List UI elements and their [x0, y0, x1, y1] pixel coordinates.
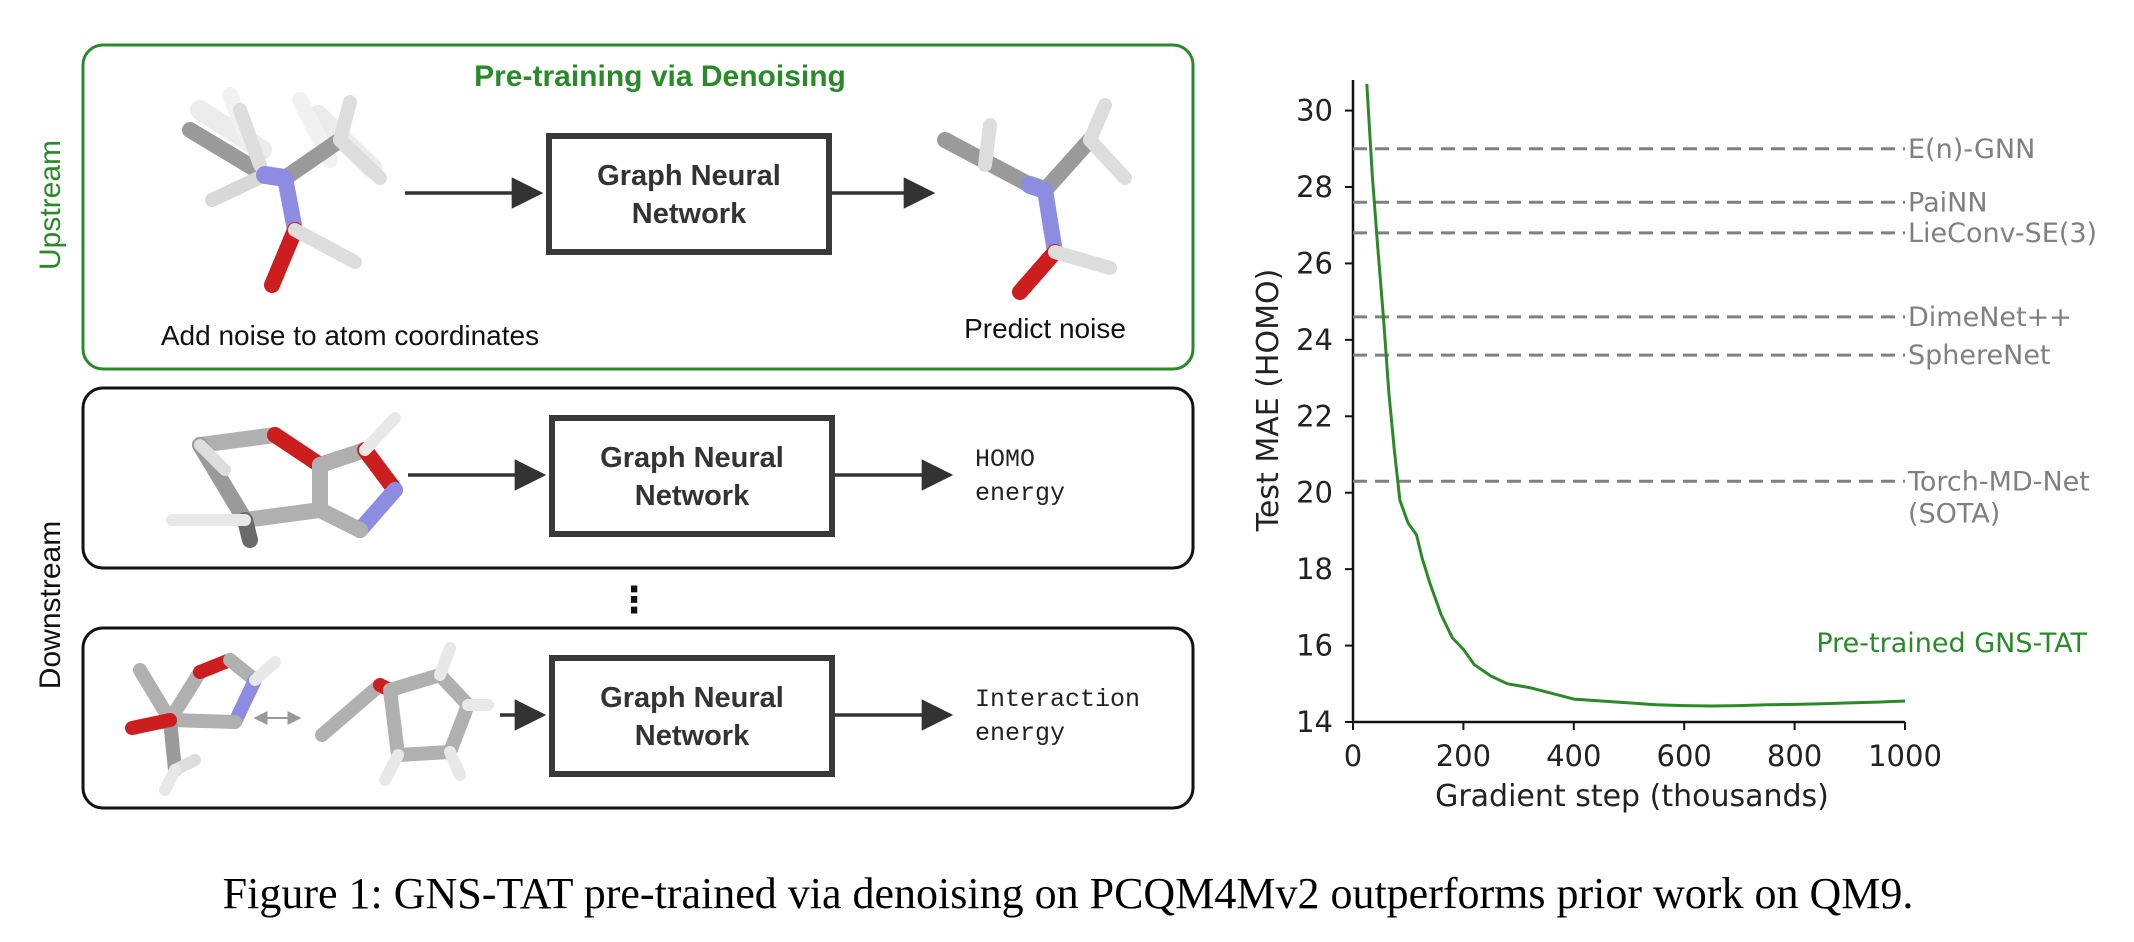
y-tick-label: 28 — [1296, 170, 1333, 204]
y-tick-label: 24 — [1296, 323, 1333, 357]
y-tick-label: 30 — [1296, 94, 1333, 128]
y-tick-label: 16 — [1296, 629, 1333, 663]
molecule-pair-icon — [125, 642, 494, 796]
clean-molecule-icon — [937, 98, 1132, 300]
x-tick-label: 200 — [1436, 739, 1491, 773]
downstream-gnn-label-line1: Graph Neural — [600, 442, 784, 474]
bicyclic-molecule-icon — [166, 412, 403, 548]
downstream-section-label: Downstream — [34, 521, 67, 689]
downstream-gnn-box — [549, 655, 835, 777]
upstream-frame — [81, 43, 1195, 371]
y-tick-label: 22 — [1296, 399, 1333, 433]
downstream-gnn-box — [549, 415, 835, 537]
downstream-gnn-label-line2: Network — [635, 480, 750, 512]
upstream-title: Pre-training via Denoising — [474, 60, 846, 93]
interaction-output-line1: Interaction — [975, 685, 1140, 714]
y-ticks: 14 16 18 20 22 24 26 28 30 — [1296, 94, 1353, 739]
upstream-panel: Pre-training via Denoising Upstream Add … — [34, 43, 1195, 371]
baseline-label: PaiNN — [1908, 187, 1988, 218]
x-axis-label: Gradient step (thousands) — [1435, 779, 1829, 814]
figure-caption: Figure 1: GNS-TAT pre-trained via denois… — [223, 869, 1914, 918]
baseline-label-line2: (SOTA) — [1908, 498, 2000, 529]
downstream-gnn-label-line1: Graph Neural — [600, 682, 784, 714]
series-label: Pre-trained GNS-TAT — [1816, 628, 2087, 659]
upstream-gnn-label-line1: Graph Neural — [597, 160, 781, 192]
series — [1365, 83, 1906, 708]
downstream-row-frame — [81, 626, 1195, 810]
upstream-section-label: Upstream — [34, 140, 67, 270]
y-tick-label: 20 — [1296, 476, 1333, 510]
x-tick-label: 800 — [1767, 739, 1822, 773]
homo-output-line1: HOMO — [975, 445, 1035, 474]
mae-chart: 14 16 18 20 22 24 26 28 30 0 200 400 600 800 1000 E(n… — [1251, 80, 2097, 814]
noise-input-caption: Add noise to atom coordinates — [161, 320, 539, 351]
y-tick-label: 18 — [1296, 552, 1333, 586]
upstream-gnn-label-line2: Network — [632, 198, 747, 230]
downstream-row-frame — [81, 386, 1195, 570]
baseline-label: SphereNet — [1908, 340, 2051, 371]
ellipsis: ⋮ — [616, 579, 652, 620]
y-tick-label: 14 — [1296, 705, 1333, 739]
series-line — [1365, 83, 1906, 708]
x-tick-label: 600 — [1657, 739, 1712, 773]
downstream-panel: Downstream Graph Neural Network HOMO ene… — [34, 386, 1195, 810]
y-tick-label: 26 — [1296, 246, 1333, 280]
x-tick-label: 400 — [1546, 739, 1601, 773]
x-tick-label: 1000 — [1868, 739, 1942, 773]
noisy-molecule-icon — [182, 87, 387, 293]
baseline-label: DimeNet++ — [1908, 302, 2072, 333]
x-ticks: 0 200 400 600 800 1000 — [1344, 722, 1942, 773]
downstream-gnn-label-line2: Network — [635, 720, 750, 752]
x-tick-label: 0 — [1344, 739, 1362, 773]
homo-output-line2: energy — [975, 479, 1065, 508]
baseline-label: LieConv-SE(3) — [1908, 218, 2097, 249]
interaction-output-line2: energy — [975, 719, 1065, 748]
predict-noise-caption: Predict noise — [964, 313, 1126, 344]
baseline-label: E(n)-GNN — [1908, 134, 2035, 165]
upstream-gnn-box — [546, 133, 832, 255]
baseline-label: Torch-MD-Net — [1907, 466, 2090, 497]
y-axis-label: Test MAE (HOMO) — [1251, 269, 1286, 533]
